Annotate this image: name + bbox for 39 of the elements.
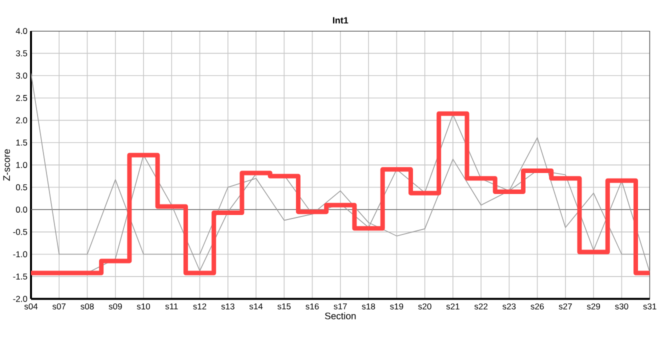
y-tick-label: 1.5 xyxy=(16,140,28,146)
x-tick-label: s31 xyxy=(643,303,656,310)
y-tick-label: 3.0 xyxy=(16,72,28,79)
y-tick-label: 0.5 xyxy=(16,184,28,190)
x-tick-label: s15 xyxy=(278,303,291,310)
x-tick-label: s14 xyxy=(249,303,263,310)
x-tick-label: s08 xyxy=(80,303,94,310)
x-tick-label: s18 xyxy=(362,303,376,310)
x-tick-label: s21 xyxy=(446,303,460,310)
x-tick-label: s11 xyxy=(165,303,178,310)
y-tick-label: -1.5 xyxy=(13,274,28,280)
y-tick-label: 2.5 xyxy=(16,95,28,102)
x-tick-label: s13 xyxy=(221,303,234,310)
y-tick-label: -1.0 xyxy=(13,251,28,258)
y-axis-title: Z-score xyxy=(3,149,10,181)
y-tick-label: 0.0 xyxy=(16,206,28,213)
x-tick-label: s30 xyxy=(615,303,628,310)
y-tick-label: 3.5 xyxy=(16,50,28,56)
x-tick-label: s16 xyxy=(306,303,319,310)
x-tick-label: s26 xyxy=(530,303,544,310)
x-tick-label: s29 xyxy=(586,303,600,310)
x-axis-title: Section xyxy=(325,312,356,320)
y-tick-label: 2.0 xyxy=(16,117,28,124)
y-tick-label: -0.5 xyxy=(13,228,28,235)
y-tick-label: 4.0 xyxy=(16,28,28,34)
x-tick-label: s10 xyxy=(136,303,150,310)
chart-title: Int1 xyxy=(333,17,348,24)
x-tick-label: s09 xyxy=(108,303,122,310)
x-tick-label: s22 xyxy=(474,303,488,310)
x-tick-label: s12 xyxy=(193,303,206,310)
x-tick-label: s20 xyxy=(418,303,432,310)
x-tick-label: s07 xyxy=(52,303,66,310)
x-tick-label: s19 xyxy=(390,303,404,310)
x-tick-label: s23 xyxy=(502,303,516,310)
x-tick-label: s17 xyxy=(334,303,347,310)
y-tick-label: -2.0 xyxy=(13,296,28,302)
y-tick-label: 1.0 xyxy=(16,162,28,168)
x-tick-label: s04 xyxy=(24,303,38,310)
x-tick-label: s27 xyxy=(558,303,572,310)
